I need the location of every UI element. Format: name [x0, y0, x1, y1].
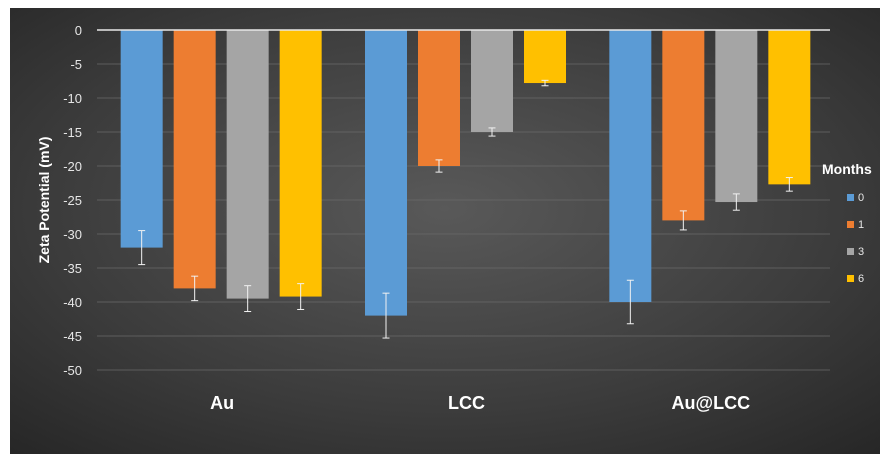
- legend-label: 3: [858, 246, 864, 258]
- bar: [524, 30, 566, 84]
- y-tick-label: -5: [70, 57, 82, 72]
- category-label: Au@LCC: [672, 393, 751, 413]
- bar: [609, 30, 652, 302]
- bar: [471, 30, 513, 132]
- y-axis-title: Zeta Potential (mV): [36, 137, 52, 264]
- category-label: LCC: [448, 393, 485, 413]
- bar: [226, 30, 269, 299]
- bar: [365, 30, 407, 316]
- legend-swatch: [847, 275, 854, 282]
- legend-swatch: [847, 194, 854, 201]
- bar: [715, 30, 758, 203]
- y-tick-label: -10: [63, 91, 82, 106]
- y-tick-label: -45: [63, 329, 82, 344]
- legend-swatch: [847, 221, 854, 228]
- legend-label: 1: [858, 219, 864, 231]
- y-tick-label: -30: [63, 227, 82, 242]
- legend-title: Months: [822, 161, 872, 177]
- legend-label: 0: [858, 192, 864, 204]
- y-tick-label: 0: [75, 23, 82, 38]
- y-tick-label: -25: [63, 193, 82, 208]
- y-tick-label: -20: [63, 159, 82, 174]
- axes: 0 -5 -10 -15 -20 -25 -30 -35 -40 -45 -50 Au LCC Au@LC…: [63, 23, 830, 413]
- y-tick-label: -15: [63, 125, 82, 140]
- bar: [173, 30, 216, 289]
- bar: [768, 30, 811, 185]
- legend-label: 6: [858, 273, 864, 285]
- category-label: Au: [210, 393, 234, 413]
- bar: [662, 30, 705, 221]
- bar: [120, 30, 163, 248]
- gridlines: [97, 63, 830, 371]
- bar: [418, 30, 460, 166]
- legend: Months 0 1 3 6: [822, 161, 872, 285]
- y-tick-label: -35: [63, 261, 82, 276]
- error-bars: [138, 79, 793, 339]
- bar: [279, 30, 322, 297]
- bars: [120, 30, 811, 316]
- legend-swatch: [847, 248, 854, 255]
- y-tick-label: -50: [63, 363, 82, 378]
- y-tick-label: -40: [63, 295, 82, 310]
